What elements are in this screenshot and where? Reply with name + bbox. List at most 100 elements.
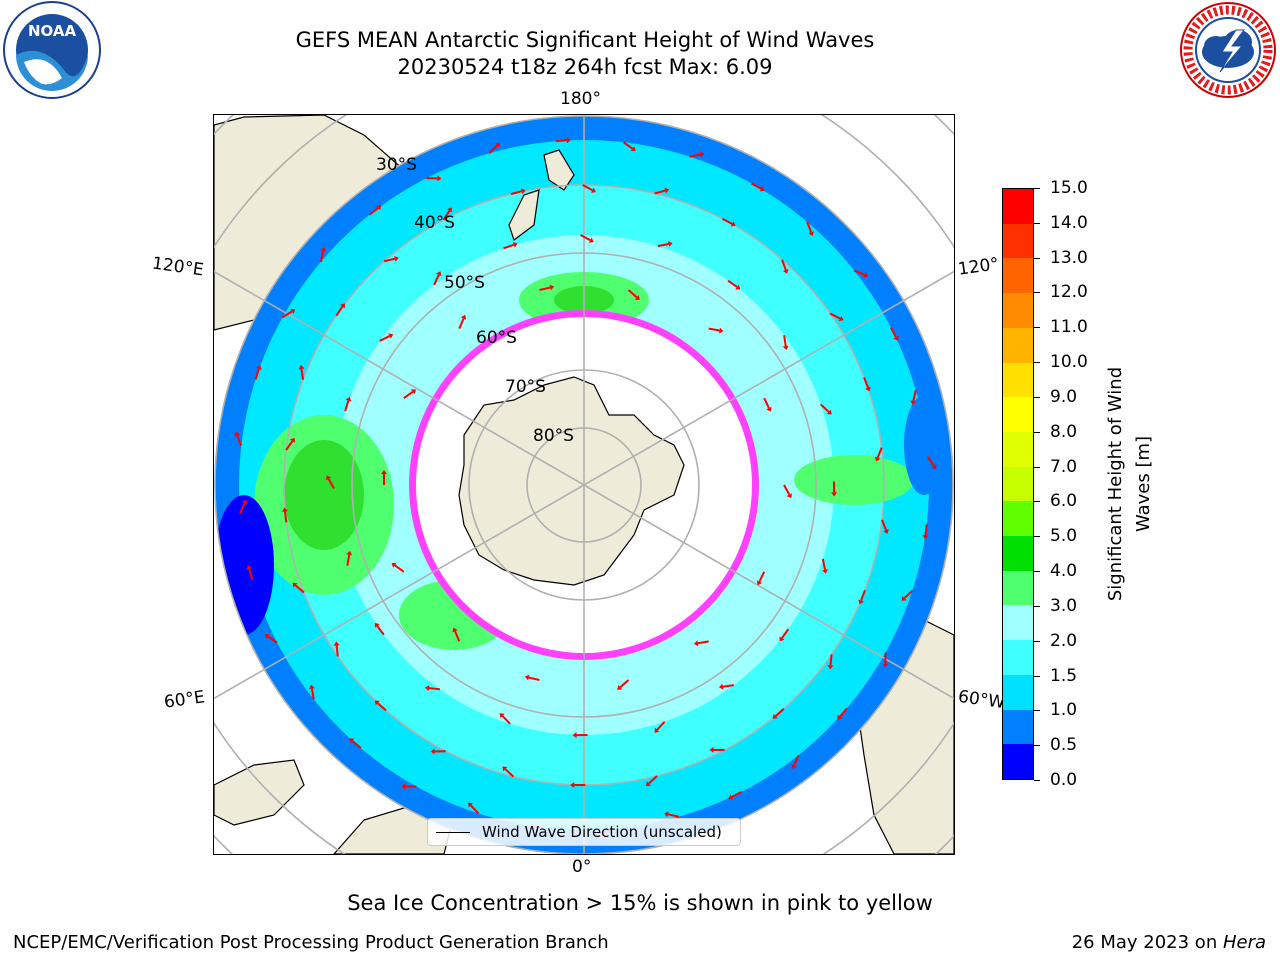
wind-wave-arrow <box>689 153 701 158</box>
wind-wave-arrow <box>344 400 350 412</box>
sea-ice-note: Sea Ice Concentration > 15% is shown in … <box>347 891 933 915</box>
land-antarctica <box>458 376 685 586</box>
wind-wave-arrowhead <box>549 284 555 291</box>
footer-right: 26 May 2023 on Hera <box>1072 932 1266 953</box>
wind-wave-arrowhead <box>340 303 346 309</box>
wind-wave-arrowhead <box>391 562 397 568</box>
colorbar-ticks: 0.0 0.5 1.0 1.5 2.0 3.0 4.0 5.0 6.0 7.0 8.0 9.0 10.0… <box>1034 179 1106 789</box>
wind-wave-arrowhead <box>308 684 315 690</box>
colorbar-tick-label: 0.5 <box>1050 735 1078 756</box>
wind-wave-arrow <box>582 184 593 192</box>
wind-wave-arrow <box>667 813 679 818</box>
wind-wave-arrowhead <box>298 364 305 370</box>
wind-wave-arrowhead <box>922 535 929 540</box>
colorbar-tick-mark <box>1034 396 1040 398</box>
colorbar-tick-mark <box>1034 501 1040 503</box>
wind-wave-arrow <box>912 390 917 402</box>
map-legend: Wind Wave Direction (unscaled) <box>427 818 741 846</box>
wind-wave-arrowhead <box>654 727 660 733</box>
wind-wave-arrowhead <box>827 665 834 670</box>
lon-label-0: 0° <box>572 857 592 877</box>
wind-wave-arrow <box>579 234 591 242</box>
colorbar-tick-label: 4.0 <box>1050 561 1078 582</box>
wind-wave-arrowhead <box>320 247 327 252</box>
wind-wave-arrow <box>763 397 770 409</box>
wind-wave-arrow <box>890 326 897 338</box>
wind-wave-arrow <box>510 190 522 195</box>
noaa-logo: NOAA <box>2 0 102 100</box>
wind-wave-arrow <box>267 635 278 644</box>
colorbar-segment <box>1003 709 1033 745</box>
land-new-zealand <box>508 149 575 241</box>
wind-wave-arrow <box>657 243 669 248</box>
wind-wave-arrow <box>346 554 351 566</box>
legend-line-icon <box>436 831 470 833</box>
wind-wave-arrowhead <box>728 794 734 800</box>
wind-wave-arrowhead <box>234 431 240 437</box>
chart-title: GEFS MEAN Antarctic Significant Height o… <box>295 28 875 52</box>
wind-wave-arrowhead <box>759 186 765 192</box>
wind-wave-arrow <box>254 368 260 380</box>
wind-wave-arrow <box>627 289 638 299</box>
wind-wave-arrowhead <box>289 437 295 443</box>
lat-label-70s: 70°S <box>505 377 546 397</box>
wind-wave-arrowhead <box>782 345 789 351</box>
wind-wave-arrowhead <box>376 205 382 211</box>
wind-wave-arrowhead <box>468 802 474 808</box>
wind-wave-arrowhead <box>292 582 298 588</box>
colorbar-segment <box>1003 744 1033 779</box>
wind-wave-arrowhead <box>499 713 505 719</box>
colorbar-segment <box>1003 327 1033 363</box>
wind-wave-arrowhead <box>883 529 889 534</box>
colorbar-tick-label: 3.0 <box>1050 595 1078 616</box>
map-panel: 30°S 40°S 50°S 60°S 70°S 80°S <box>213 114 955 855</box>
wind-wave-arrow <box>454 630 461 642</box>
wind-wave-arrow <box>924 524 928 536</box>
colorbar-segment <box>1003 223 1033 259</box>
wind-wave-arrow <box>433 274 440 286</box>
colorbar-segment <box>1003 293 1033 328</box>
colorbar-tick-mark <box>1034 431 1040 433</box>
wind-wave-arrowhead <box>664 811 669 818</box>
wind-wave-arrowhead <box>718 683 724 690</box>
wind-wave-arrowhead <box>858 599 864 605</box>
colorbar-tick-label: 1.0 <box>1050 700 1078 721</box>
wind-wave-arrow <box>300 368 305 380</box>
wind-wave-arrowhead <box>863 272 869 278</box>
wind-wave-arrowhead <box>838 315 844 322</box>
colorbar-title-line1: Significant Height of Wind <box>1105 366 1126 602</box>
wind-wave-arrowhead <box>735 284 741 290</box>
wind-wave-arrowhead <box>374 622 380 628</box>
colorbar-tick-label: 15.0 <box>1050 178 1088 198</box>
wind-wave-arrowhead <box>837 714 843 720</box>
land-southern-africa <box>214 759 305 826</box>
wind-wave-arrow <box>379 335 390 342</box>
lon-label-120w: 120° <box>956 254 1001 280</box>
colorbar-tick-label: 10.0 <box>1050 352 1088 373</box>
wind-wave-arrow <box>294 584 305 594</box>
wind-wave-arrowhead <box>865 386 871 392</box>
wind-wave-arrow <box>351 740 362 749</box>
wind-wave-arrowhead <box>756 580 763 586</box>
colorbar-tick-mark <box>1034 292 1040 294</box>
colorbar-segment <box>1003 397 1033 432</box>
colorbar-tick-mark <box>1034 222 1040 224</box>
wind-wave-arrow <box>751 182 762 190</box>
colorbar-tick-label: 14.0 <box>1050 212 1088 233</box>
wind-wave-arrowhead <box>524 674 530 681</box>
wind-wave-arrow <box>648 775 658 785</box>
colorbar-tick-mark <box>1034 745 1040 747</box>
wind-wave-arrow <box>863 377 869 389</box>
wind-wave-arrow <box>285 440 294 451</box>
colorbar-tick-label: 6.0 <box>1050 491 1078 512</box>
colorbar-tick-mark <box>1034 188 1040 189</box>
wind-wave-arrowhead <box>822 569 828 574</box>
wind-wave-arrow <box>539 286 551 291</box>
wind-wave-arrowhead <box>512 241 518 248</box>
wind-wave-arrowhead <box>290 308 296 315</box>
wind-wave-arrow <box>555 139 567 143</box>
wind-wave-arrow <box>860 589 866 601</box>
wind-wave-arrowhead <box>401 783 406 790</box>
wind-wave-arrowhead <box>572 732 577 739</box>
wind-wave-arrow <box>368 207 379 216</box>
